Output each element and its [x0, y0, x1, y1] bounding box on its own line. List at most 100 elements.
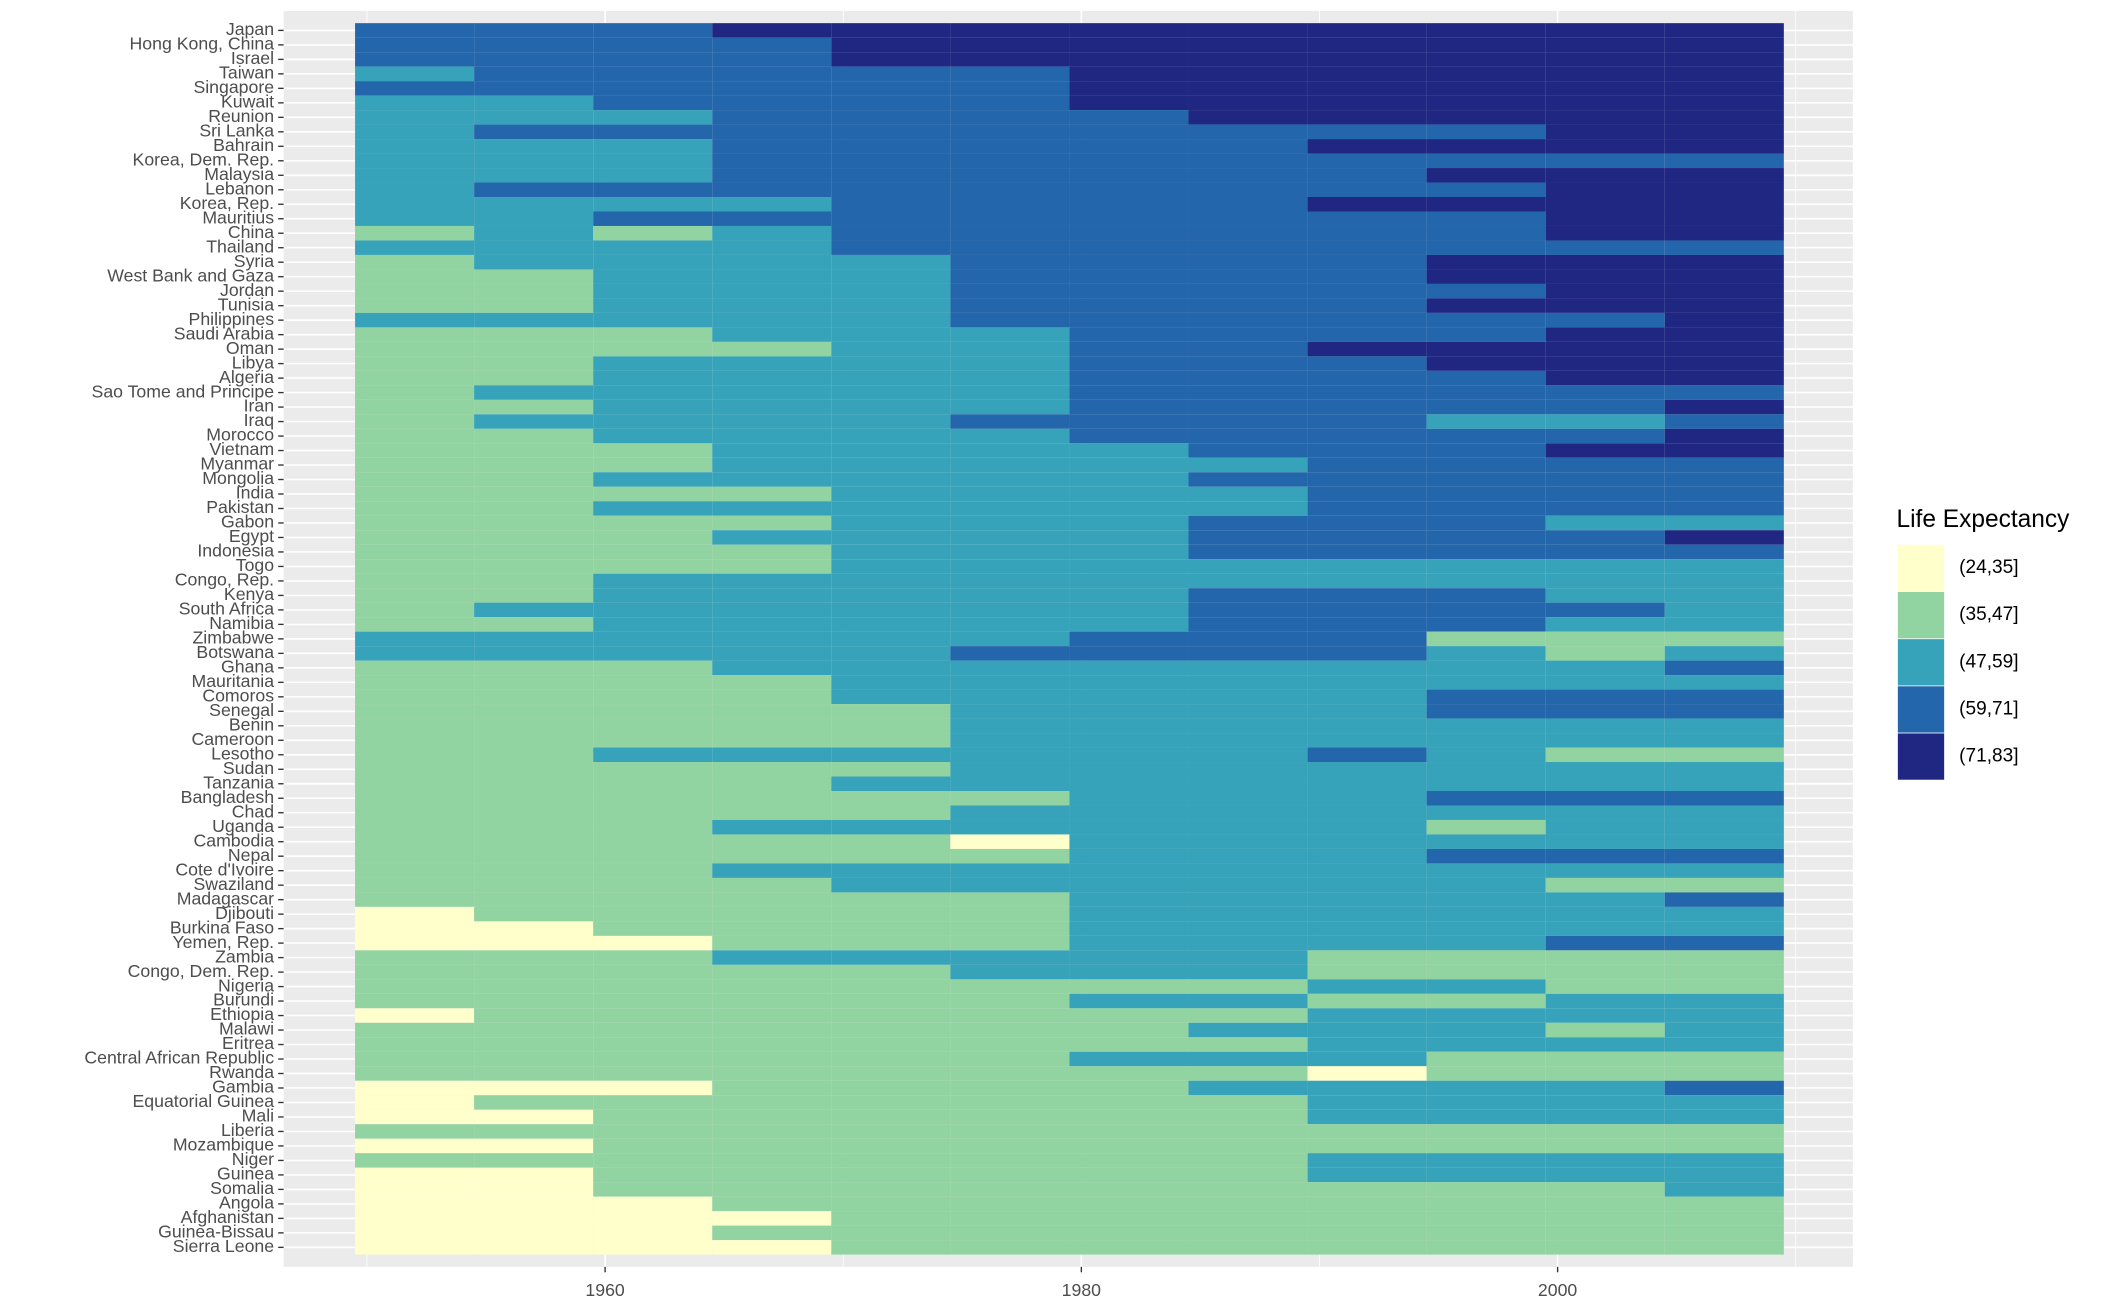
tile [1069, 921, 1189, 936]
tile [1545, 153, 1665, 169]
tile [1545, 950, 1665, 965]
tile [1307, 848, 1427, 864]
tile [950, 979, 1070, 994]
tile [474, 81, 594, 96]
tile [1069, 993, 1189, 1009]
tile [1545, 1124, 1665, 1139]
tile [1545, 660, 1665, 676]
tile [1188, 733, 1308, 748]
tile [950, 863, 1070, 878]
tile [712, 110, 832, 125]
tile [355, 675, 475, 690]
tile [593, 935, 713, 951]
tile [831, 472, 951, 487]
tile [593, 1080, 713, 1096]
tile [593, 646, 713, 661]
y-tick-label: West Bank and Gaza [107, 265, 274, 285]
tile [1307, 689, 1427, 705]
tile [355, 110, 475, 125]
tile [712, 1138, 832, 1154]
tile [831, 776, 951, 791]
tile [1426, 1167, 1546, 1183]
tile [831, 399, 951, 415]
y-tick-label: Egypt [229, 526, 274, 546]
x-tick-label: 1960 [585, 1280, 625, 1300]
tile [355, 1037, 475, 1052]
tile [831, 124, 951, 140]
tile [1069, 1022, 1189, 1038]
tile [712, 52, 832, 67]
tile [831, 1240, 951, 1255]
tile [831, 964, 951, 980]
tile [1307, 457, 1427, 473]
tile [474, 1124, 594, 1139]
tile [1545, 1225, 1665, 1241]
tile [1426, 1080, 1546, 1096]
tile [950, 950, 1070, 965]
tile [1664, 153, 1784, 169]
tile [474, 660, 594, 676]
tile [1188, 182, 1308, 198]
tile [831, 704, 951, 719]
tile [1069, 588, 1189, 603]
tile [355, 1182, 475, 1197]
tile [1664, 544, 1784, 560]
tile [593, 312, 713, 328]
tile [474, 631, 594, 647]
tile [831, 1008, 951, 1023]
tile [1426, 1037, 1546, 1052]
tile [831, 819, 951, 835]
tile [1545, 356, 1665, 371]
y-tick-label: Sri Lanka [199, 120, 274, 140]
tile [950, 1066, 1070, 1081]
tile [712, 1037, 832, 1052]
tile [950, 559, 1070, 574]
tile [474, 573, 594, 589]
y-tick-label: Uganda [212, 816, 274, 836]
tile [1069, 1008, 1189, 1023]
tile [1664, 197, 1784, 212]
tile [1307, 298, 1427, 313]
tile [1545, 1051, 1665, 1067]
y-tick-label: Tunisia [218, 294, 275, 314]
tile [1545, 341, 1665, 357]
tile [1307, 573, 1427, 589]
tile [1545, 631, 1665, 647]
tile [1426, 733, 1546, 748]
y-tick-label: Mozambique [173, 1135, 274, 1155]
tile [1545, 95, 1665, 111]
tile [1545, 327, 1665, 342]
y-tick-label: Nigeria [218, 975, 274, 995]
tile [1307, 631, 1427, 647]
tile [1188, 1167, 1308, 1183]
tile [1069, 544, 1189, 560]
tile [712, 341, 832, 357]
tile [1545, 544, 1665, 560]
tile [355, 921, 475, 936]
tile [1188, 1124, 1308, 1139]
tile [474, 805, 594, 820]
tile [474, 1196, 594, 1212]
y-tick-label: Ghana [221, 657, 274, 677]
tile [712, 168, 832, 183]
tile [1664, 950, 1784, 965]
tile [831, 211, 951, 226]
tile [1664, 457, 1784, 473]
tile [1069, 935, 1189, 951]
tile [1188, 544, 1308, 560]
tile [1069, 356, 1189, 371]
tile [355, 689, 475, 705]
tile [355, 1095, 475, 1110]
tile [1664, 1167, 1784, 1183]
tile [593, 23, 713, 38]
tile [1069, 834, 1189, 849]
tile [712, 327, 832, 342]
tile [474, 414, 594, 429]
tile [1426, 443, 1546, 458]
tile [1188, 559, 1308, 574]
tile [1664, 1080, 1784, 1096]
tile [1307, 906, 1427, 922]
tile [1426, 1196, 1546, 1212]
tile [593, 472, 713, 487]
tile [831, 559, 951, 574]
